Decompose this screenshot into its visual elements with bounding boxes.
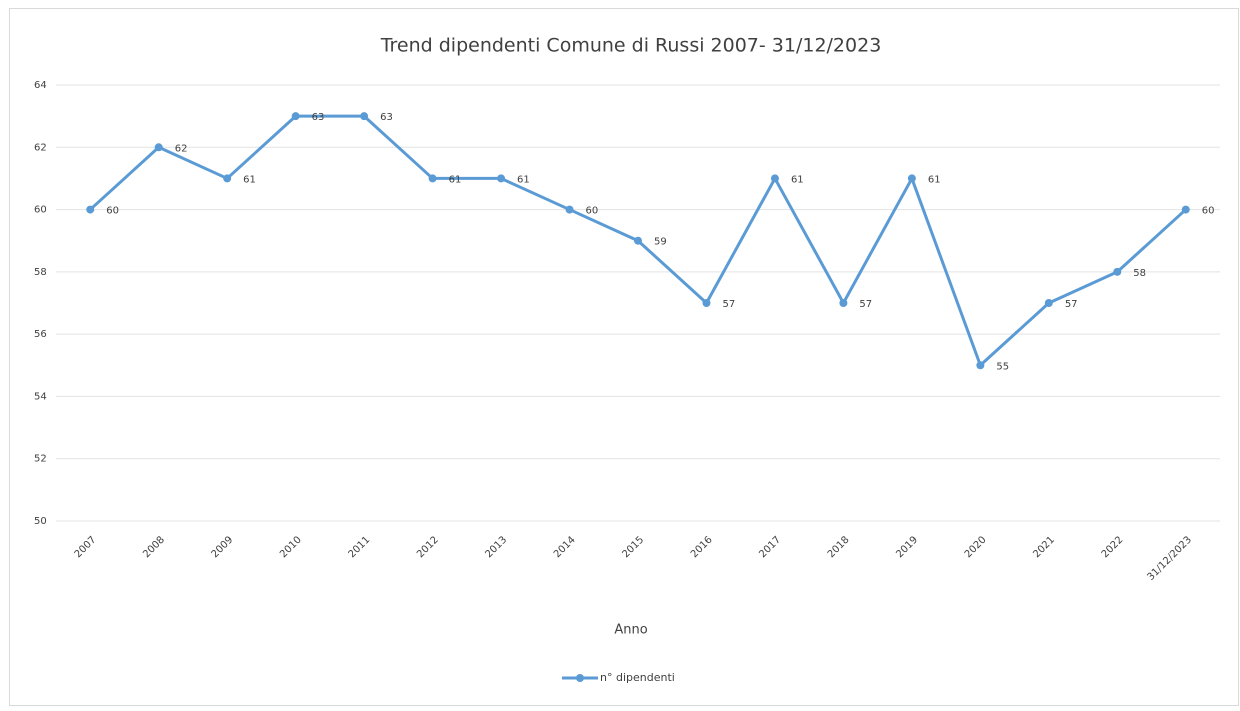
- data-point: [86, 205, 95, 214]
- data-label: 61: [517, 174, 530, 185]
- data-label: 57: [722, 299, 735, 310]
- y-tick-label: 58: [34, 267, 47, 278]
- data-point: [1044, 299, 1053, 307]
- data-label: 61: [243, 174, 256, 185]
- data-point: [565, 205, 574, 214]
- data-label: 60: [586, 206, 599, 217]
- data-point: [1113, 267, 1122, 276]
- data-label: 60: [106, 206, 119, 217]
- data-point: [907, 174, 916, 183]
- data-label: 59: [654, 237, 667, 248]
- legend-label: n° dipendenti: [600, 671, 675, 684]
- y-tick-label: 50: [34, 516, 47, 527]
- y-tick-label: 60: [34, 205, 47, 216]
- data-point: [154, 143, 163, 152]
- data-label: 57: [859, 299, 872, 310]
- data-point: [291, 112, 300, 121]
- x-axis-label: Anno: [614, 623, 647, 638]
- data-label: 57: [1065, 299, 1078, 310]
- chart-title: Trend dipendenti Comune di Russi 2007- 3…: [380, 35, 882, 57]
- data-point: [839, 299, 848, 307]
- data-label: 61: [449, 174, 462, 185]
- data-point: [702, 299, 711, 307]
- data-label: 63: [380, 112, 393, 123]
- y-tick-label: 62: [34, 142, 47, 153]
- chart-frame: [9, 8, 1239, 706]
- y-tick-label: 56: [34, 329, 47, 340]
- y-tick-label: 54: [34, 391, 47, 402]
- data-label: 60: [1202, 206, 1215, 217]
- data-label: 61: [928, 174, 941, 185]
- data-point: [976, 361, 985, 370]
- data-label: 63: [312, 112, 325, 123]
- data-point: [223, 174, 232, 183]
- data-label: 61: [791, 174, 804, 185]
- data-point: [634, 236, 642, 245]
- data-point: [428, 174, 437, 183]
- data-point: [1181, 205, 1190, 214]
- data-label: 58: [1133, 268, 1146, 279]
- data-label: 62: [175, 143, 188, 154]
- data-point: [360, 112, 369, 121]
- y-tick-label: 52: [34, 454, 47, 465]
- data-point: [497, 174, 506, 183]
- y-tick-label: 64: [34, 80, 47, 91]
- data-point: [770, 174, 779, 183]
- data-label: 55: [996, 361, 1009, 372]
- legend-marker: [576, 674, 584, 682]
